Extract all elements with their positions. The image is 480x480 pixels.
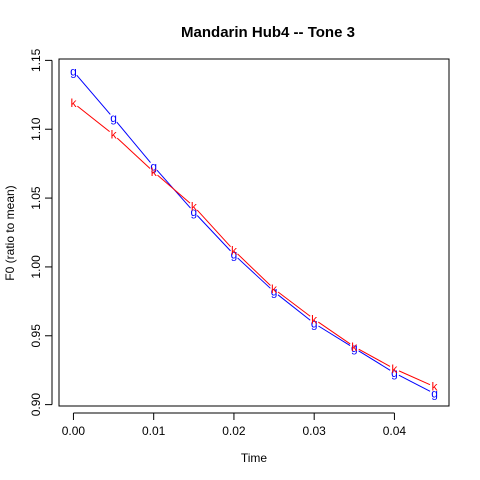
series-line-segment [318, 321, 351, 345]
series-line-segment [157, 174, 191, 204]
series-line-segment [358, 350, 391, 371]
x-tick-label: 0.00 [62, 424, 86, 438]
data-point-k: k [391, 362, 398, 376]
y-tick-label: 1.00 [29, 255, 43, 279]
series-line-segment [358, 348, 391, 367]
series-line-segment [116, 121, 151, 163]
data-point-g: g [70, 64, 77, 78]
data-point-k: k [351, 340, 358, 354]
data-point-k: k [271, 282, 278, 296]
data-point-g: g [271, 285, 278, 299]
x-tick-label: 0.01 [142, 424, 166, 438]
series-line-segment [277, 294, 311, 321]
data-point-k: k [432, 380, 439, 394]
plot-frame [58, 58, 450, 407]
x-tick-label: 0.02 [222, 424, 246, 438]
data-point-k: k [311, 312, 318, 326]
y-tick-label: 1.15 [29, 48, 43, 72]
series-g: g g g g g g g g g g [70, 64, 438, 400]
x-tick-label: 0.03 [303, 424, 327, 438]
series-line-segment [76, 74, 111, 115]
y-tick-label: 1.10 [29, 117, 43, 141]
data-point-k: k [191, 199, 198, 213]
data-point-k: k [70, 96, 77, 110]
data-point-g: g [431, 387, 438, 401]
data-point-k: k [231, 243, 238, 257]
data-point-g: g [231, 248, 238, 262]
series-k: k k k k k k k k k k [70, 96, 438, 394]
series-line-segment [398, 370, 431, 386]
series-line-segment [318, 325, 351, 346]
x-axis: 0.00 0.01 0.02 0.03 0.04 [62, 412, 407, 438]
series-line-segment [277, 291, 311, 317]
data-point-k: k [151, 165, 158, 179]
data-point-g: g [351, 341, 358, 355]
series-line-segment [237, 253, 271, 286]
data-point-g: g [391, 366, 398, 380]
x-axis-label: Time [241, 451, 268, 465]
series-line-segment [196, 209, 231, 248]
y-tick-label: 0.95 [29, 324, 43, 348]
data-point-g: g [190, 205, 197, 219]
data-point-k: k [111, 128, 118, 142]
chart-title: Mandarin Hub4 -- Tone 3 [181, 24, 355, 41]
series-line-segment [116, 137, 151, 169]
data-point-g: g [110, 111, 117, 125]
data-point-g: g [311, 316, 318, 330]
y-tick-label: 1.05 [29, 186, 43, 210]
x-tick-label: 0.04 [383, 424, 407, 438]
data-point-g: g [150, 159, 157, 173]
y-tick-label: 0.90 [29, 393, 43, 417]
series-line-segment [77, 105, 110, 133]
series-line-segment [196, 215, 231, 252]
y-axis: 0.90 0.95 1.00 1.05 1.10 1.15 [29, 48, 53, 417]
series-line-segment [398, 374, 431, 392]
y-axis-label: F0 (ratio to mean) [3, 185, 17, 280]
series-line-segment [237, 257, 271, 289]
